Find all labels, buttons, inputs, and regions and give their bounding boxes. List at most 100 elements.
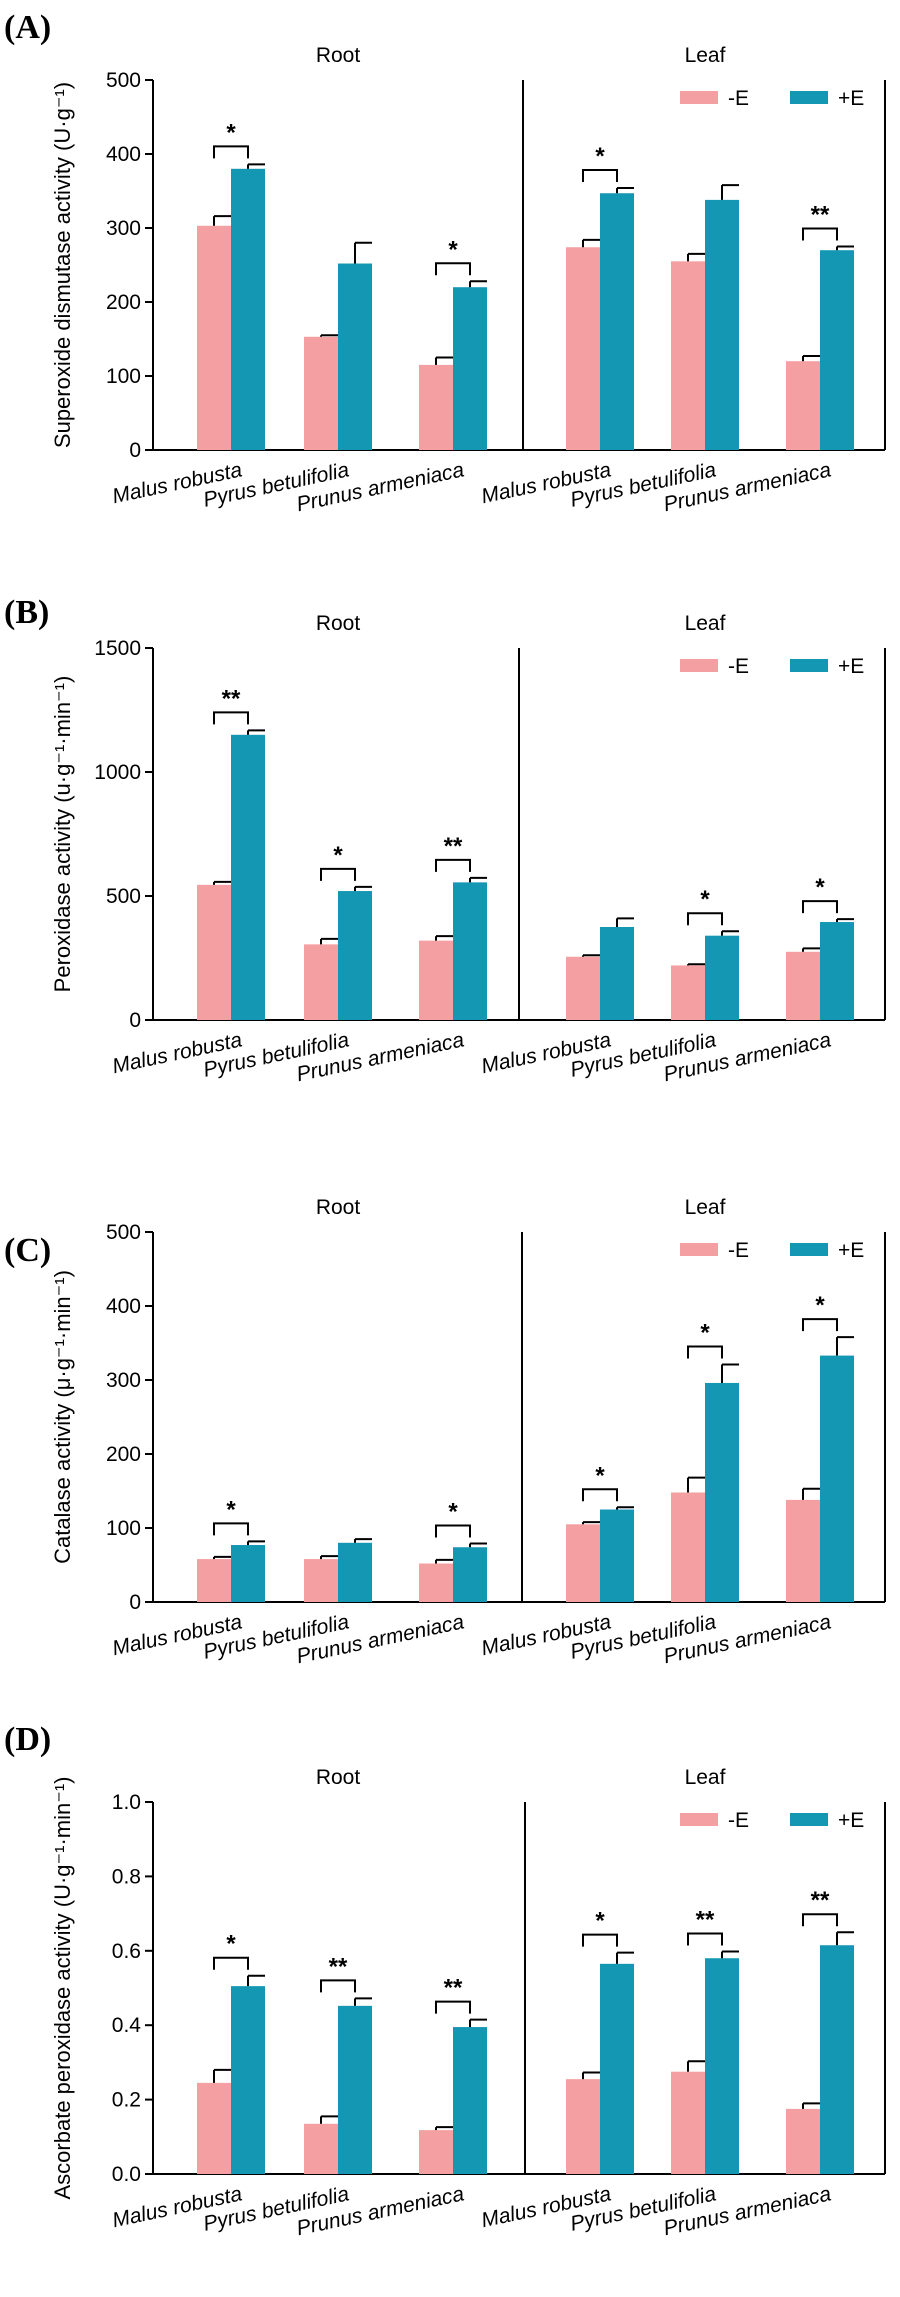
legend-label-plus-e: +E: [838, 1239, 864, 1262]
significance-marker: **: [811, 202, 830, 229]
bar: [671, 965, 705, 1020]
y-tick-label: 500: [106, 69, 141, 92]
group-label-leaf: Leaf: [685, 612, 726, 635]
significance-marker: **: [222, 685, 241, 712]
panel-letter: (C): [4, 1232, 51, 1269]
legend-label-minus-e: -E: [728, 1239, 749, 1262]
significance-bracket: [320, 1979, 356, 1993]
significance-marker: *: [595, 1462, 605, 1489]
y-tick-label: 200: [106, 291, 141, 314]
bar: [820, 922, 854, 1020]
significance-marker: **: [444, 1975, 463, 2002]
y-tick-label: 0: [129, 439, 141, 462]
significance-bracket: [435, 858, 471, 872]
y-tick-label: 1500: [94, 637, 141, 660]
significance-bracket: [213, 145, 249, 159]
bar: [338, 2005, 372, 2174]
bar: [820, 1355, 854, 1602]
bar: [197, 225, 231, 450]
y-tick-label: 200: [106, 1443, 141, 1466]
panel-letter: (D): [4, 1721, 51, 1758]
significance-bracket: [802, 900, 838, 914]
bar: [600, 1509, 634, 1602]
bar: [197, 884, 231, 1020]
bar: [786, 951, 820, 1020]
legend-label-plus-e: +E: [838, 87, 864, 110]
y-tick-label: 300: [106, 217, 141, 240]
significance-marker: *: [595, 1908, 605, 1935]
legend-swatch-minus-e: [680, 91, 718, 104]
legend-swatch-plus-e: [790, 659, 828, 672]
legend-swatch-minus-e: [680, 1243, 718, 1256]
significance-bracket: [687, 912, 723, 926]
y-tick-label: 100: [106, 365, 141, 388]
significance-marker: *: [815, 1292, 825, 1319]
y-tick-label: 0.8: [112, 1865, 141, 1888]
bar: [671, 1492, 705, 1602]
bar: [231, 734, 265, 1020]
bar: [566, 956, 600, 1020]
legend-label-minus-e: -E: [728, 655, 749, 678]
bar: [453, 882, 487, 1020]
y-tick-label: 500: [106, 885, 141, 908]
legend-swatch-plus-e: [790, 1813, 828, 1826]
group-label-root: Root: [316, 612, 361, 635]
y-axis-title: Superoxide dismutase activity (U·g⁻¹): [50, 82, 75, 448]
legend-label-plus-e: +E: [838, 1809, 864, 1832]
group-label-root: Root: [316, 1766, 361, 1789]
significance-bracket: [687, 1932, 723, 1946]
bar: [566, 1524, 600, 1602]
bar: [820, 250, 854, 450]
bar: [600, 927, 634, 1020]
significance-marker: **: [696, 1907, 715, 1934]
bar: [600, 1963, 634, 2174]
legend-label-minus-e: -E: [728, 1809, 749, 1832]
bar: [419, 364, 453, 450]
bar: [600, 193, 634, 450]
significance-bracket: [320, 867, 356, 881]
significance-marker: *: [448, 1499, 458, 1526]
bar: [453, 287, 487, 450]
legend-swatch-plus-e: [790, 1243, 828, 1256]
significance-bracket: [582, 1933, 618, 1947]
significance-marker: **: [329, 1953, 348, 1980]
bar: [419, 940, 453, 1020]
y-tick-label: 0: [129, 1009, 141, 1032]
group-label-leaf: Leaf: [685, 44, 726, 67]
bar: [419, 1563, 453, 1602]
panel-c: (C) 0 100 200 300 400 500 Catalase activity (μ·…: [4, 1196, 886, 1668]
significance-bracket: [582, 1488, 618, 1502]
legend-swatch-plus-e: [790, 91, 828, 104]
group-label-leaf: Leaf: [685, 1196, 726, 1219]
bar: [566, 247, 600, 450]
significance-marker: *: [226, 119, 236, 146]
y-tick-label: 400: [106, 143, 141, 166]
bar: [705, 199, 739, 450]
significance-bracket: [213, 711, 249, 725]
y-tick-label: 0.4: [112, 2014, 142, 2037]
significance-marker: *: [226, 1496, 236, 1523]
significance-bracket: [435, 1524, 471, 1538]
significance-marker: *: [700, 1319, 710, 1346]
panel-b: (B) 0 500 1000 1500 Peroxidase activity (u·g⁻…: [4, 594, 886, 1086]
panel-letter: (A): [4, 9, 51, 46]
bar: [304, 944, 338, 1020]
bar: [304, 336, 338, 450]
bar: [231, 1545, 265, 1602]
bar: [338, 263, 372, 450]
y-tick-label: 1000: [94, 761, 141, 784]
bar: [705, 1382, 739, 1602]
bar: [197, 1559, 231, 1602]
significance-marker: *: [333, 842, 343, 869]
panel-letter: (B): [4, 594, 49, 631]
y-axis-title: Ascorbate peroxidase activity (U·g⁻¹·min…: [50, 1776, 75, 2199]
bar: [338, 1542, 372, 1602]
significance-marker: *: [815, 874, 825, 901]
bar: [705, 935, 739, 1020]
panel-a: (A) 0 100 200 300 400 500 Superoxide dismutase …: [4, 9, 886, 516]
significance-bracket: [687, 1345, 723, 1359]
significance-bracket: [213, 1522, 249, 1536]
y-tick-label: 300: [106, 1369, 141, 1392]
legend-swatch-minus-e: [680, 1813, 718, 1826]
